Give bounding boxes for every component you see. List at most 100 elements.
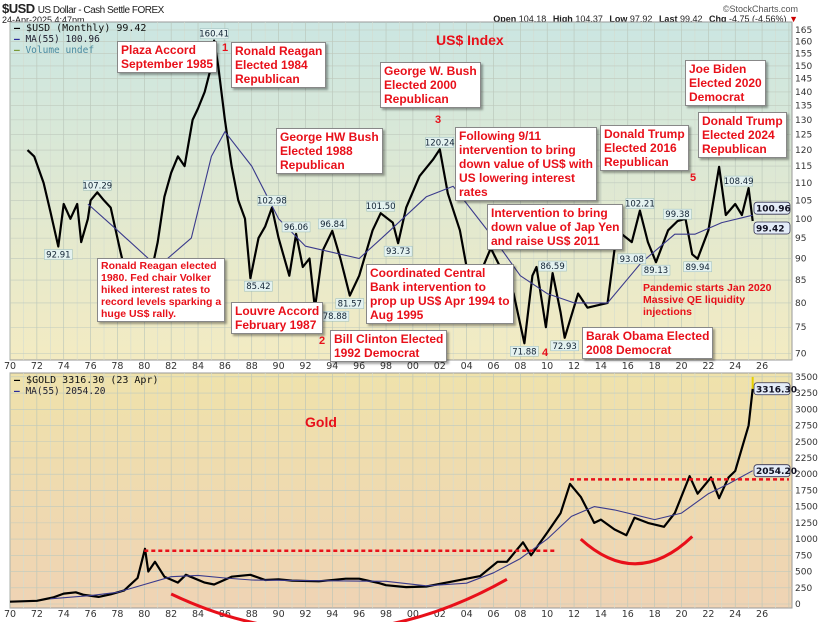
x-tick-label: 26 — [756, 609, 768, 620]
x-tick-label: 88 — [246, 361, 258, 372]
value-callout: 71.88 — [512, 347, 536, 357]
x-tick-label: 00 — [407, 609, 419, 620]
annotation-line: George HW Bush — [280, 130, 379, 144]
x-tick-label: 26 — [756, 361, 768, 372]
y-tick-label: 1500 — [795, 503, 818, 513]
chg-value: -4.75 (-4.56%) — [729, 14, 787, 24]
high-value: 104.37 — [575, 14, 603, 24]
usd-ma55-line — [87, 131, 753, 304]
y-tick-label: 750 — [795, 551, 812, 561]
value-callout-box — [44, 249, 73, 260]
low-value: 97.92 — [629, 14, 653, 24]
x-tick-label: 02 — [434, 361, 446, 372]
y-tick-label: 115 — [795, 162, 812, 172]
annotation-line: 2008 Democrat — [586, 343, 672, 357]
y-tick-label: 1000 — [795, 535, 818, 545]
x-tick-label: 20 — [675, 361, 687, 372]
value-callout-box — [683, 261, 712, 273]
annotation-line: prop up US$ Apr 1994 to — [370, 294, 510, 308]
annotation-line: Intervention to bring — [491, 206, 608, 220]
base-arc — [579, 535, 694, 566]
y-tick-label: 130 — [795, 116, 812, 126]
annotation-line: Plaza Accord — [121, 43, 196, 57]
y-tick-label: 90 — [795, 255, 807, 265]
x-tick-label: 82 — [165, 361, 177, 372]
value-callout-box — [538, 260, 567, 272]
value-callout: 101.50 — [366, 202, 396, 212]
y-tick-label: 70 — [795, 349, 807, 359]
chg-label: Chg — [709, 14, 727, 24]
reagan-1984-note: Ronald Reagan Elected 1984 Republican — [231, 42, 327, 88]
x-tick-label: 04 — [461, 361, 473, 372]
high-label: High — [552, 14, 573, 24]
y-tick-label: 3250 — [795, 389, 818, 399]
x-tick-label: 02 — [434, 609, 446, 620]
open-value: 104.18 — [518, 14, 547, 24]
legend-label: $USD (Monthly) 99.42 — [26, 23, 147, 34]
last-value-tag — [753, 464, 791, 478]
x-tick-label: 98 — [380, 609, 392, 620]
annotation-line: down value of US$ with — [459, 157, 594, 171]
annotation-line: rates — [459, 185, 488, 199]
cycle-marker: 5 — [690, 172, 697, 184]
cycle-marker: 2 — [319, 335, 326, 347]
y-tick-label: 85 — [795, 276, 806, 286]
value-callout-box — [318, 218, 347, 230]
x-tick-label: 88 — [246, 609, 258, 620]
biden-2020-note: Joe Biden Elected 2020 Democrat — [685, 60, 766, 106]
value-callout-box — [281, 221, 311, 233]
last-value: 99.42 — [679, 14, 703, 24]
gw-bush-2000-note: George W. Bush Elected 2000 Republican — [380, 62, 481, 108]
down-arrow-icon: ▼ — [789, 14, 798, 24]
value-callout: 160.41 — [199, 30, 229, 40]
y-tick-label: 135 — [795, 102, 812, 112]
value-callout-box — [425, 137, 455, 148]
annotation-line: September 1985 — [121, 57, 214, 71]
trump-2024-note: Donald Trump Elected 2024 Republican — [698, 112, 787, 158]
x-tick-label: 70 — [4, 609, 16, 620]
low-label: Low — [609, 14, 628, 24]
x-tick-label: 74 — [58, 361, 70, 372]
annotation-line: Bank intervention to — [370, 280, 487, 294]
last-value-tag-text: 3316.30 — [756, 385, 797, 395]
symbol-description: US Dollar - Cash Settle FOREX — [37, 5, 165, 16]
last-value-tag — [753, 221, 791, 235]
x-tick-label: 92 — [299, 361, 311, 372]
y-tick-label: 2500 — [795, 438, 818, 448]
x-tick-label: 86 — [219, 361, 231, 372]
x-tick-label: 80 — [138, 361, 150, 372]
x-tick-label: 82 — [165, 609, 177, 620]
value-callout-box — [550, 340, 579, 352]
y-tick-label: 125 — [795, 131, 812, 141]
y-tick-label: 110 — [795, 179, 812, 189]
value-callout: 99.38 — [665, 210, 689, 220]
annotation-line: Following 9/11 — [459, 129, 542, 143]
value-callout-box — [617, 253, 647, 265]
value-callout: 78.88 — [323, 312, 347, 322]
last-value-tag — [753, 382, 791, 396]
gold-price-line — [9, 388, 754, 603]
y-tick-label: 3000 — [795, 405, 818, 415]
cycle-marker: 4 — [542, 347, 549, 359]
last-value-tag — [753, 201, 791, 215]
x-tick-label: 14 — [595, 361, 607, 372]
annotation-line: Aug 1995 — [370, 308, 424, 322]
value-callout: 93.08 — [620, 255, 644, 265]
legend-swatch-icon: — — [14, 386, 26, 397]
x-tick-label: 70 — [4, 361, 16, 372]
cycle-marker: 3 — [435, 114, 442, 126]
value-callout-box — [257, 195, 287, 206]
value-callout: 107.29 — [82, 181, 112, 191]
annotation-line: intervention to bring — [459, 143, 576, 157]
y-tick-label: 75 — [795, 323, 806, 333]
x-tick-label: 84 — [192, 361, 204, 372]
legend-label: MA(55) 100.96 — [25, 34, 100, 45]
legend-swatch-icon: — — [14, 375, 27, 386]
annotation-line: Ronald Reagan — [235, 44, 323, 58]
annotation-line: Elected 2000 — [384, 78, 457, 92]
value-callout-box — [199, 28, 229, 39]
annotation-line: Massive QE liquidity — [643, 294, 746, 306]
annotation-line: Pandemic starts Jan 2020 — [643, 282, 772, 294]
annotation-line: 1992 Democrat — [334, 346, 420, 360]
legend-entry: — $USD (Monthly) 99.42 — [14, 23, 146, 34]
